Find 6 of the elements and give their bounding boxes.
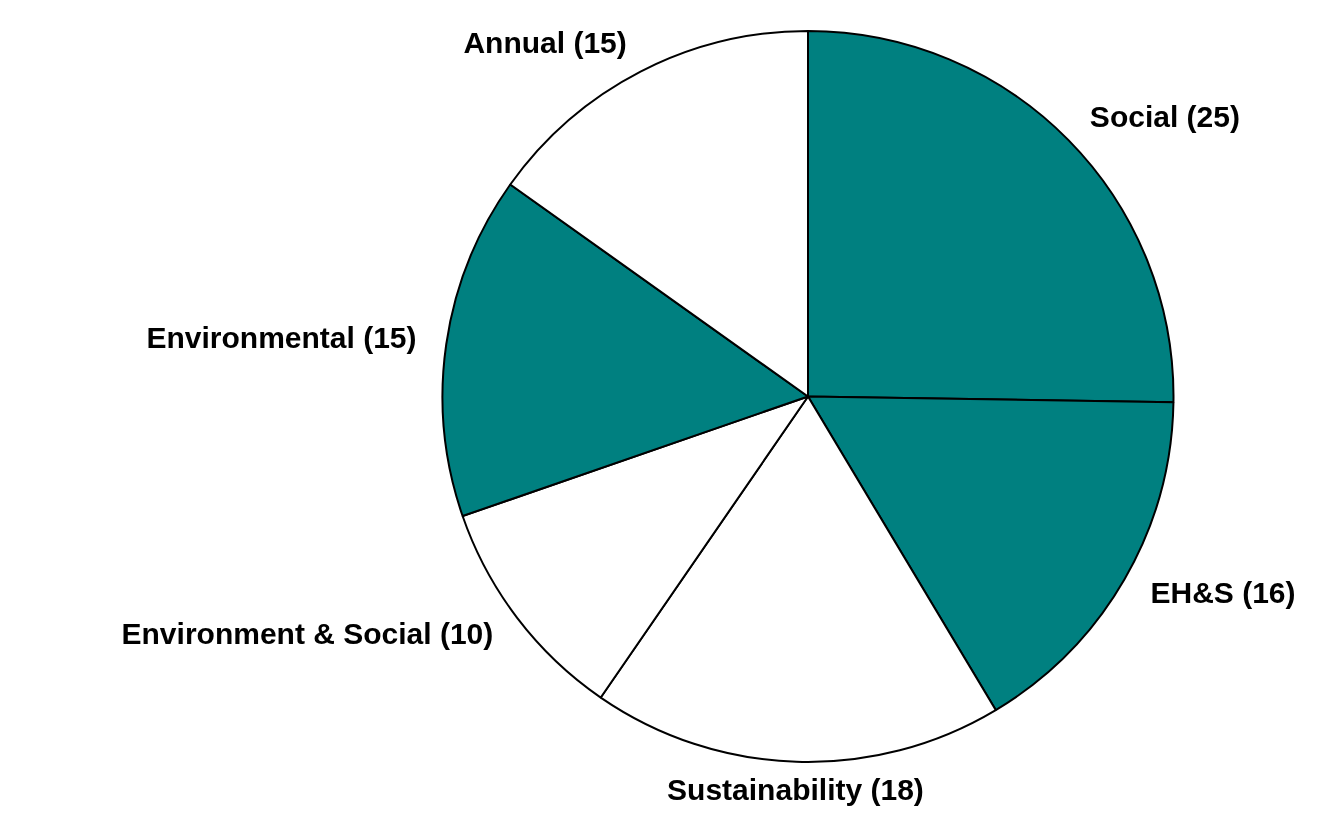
slice-label: EH&S (16) [1150, 575, 1296, 609]
slice-label: Environment & Social (10) [121, 617, 494, 651]
slice-label: Environmental (15) [146, 321, 417, 355]
slice-label: Annual (15) [463, 26, 627, 60]
slice-label: Sustainability (18) [667, 773, 924, 807]
slice-label: Social (25) [1089, 100, 1240, 134]
